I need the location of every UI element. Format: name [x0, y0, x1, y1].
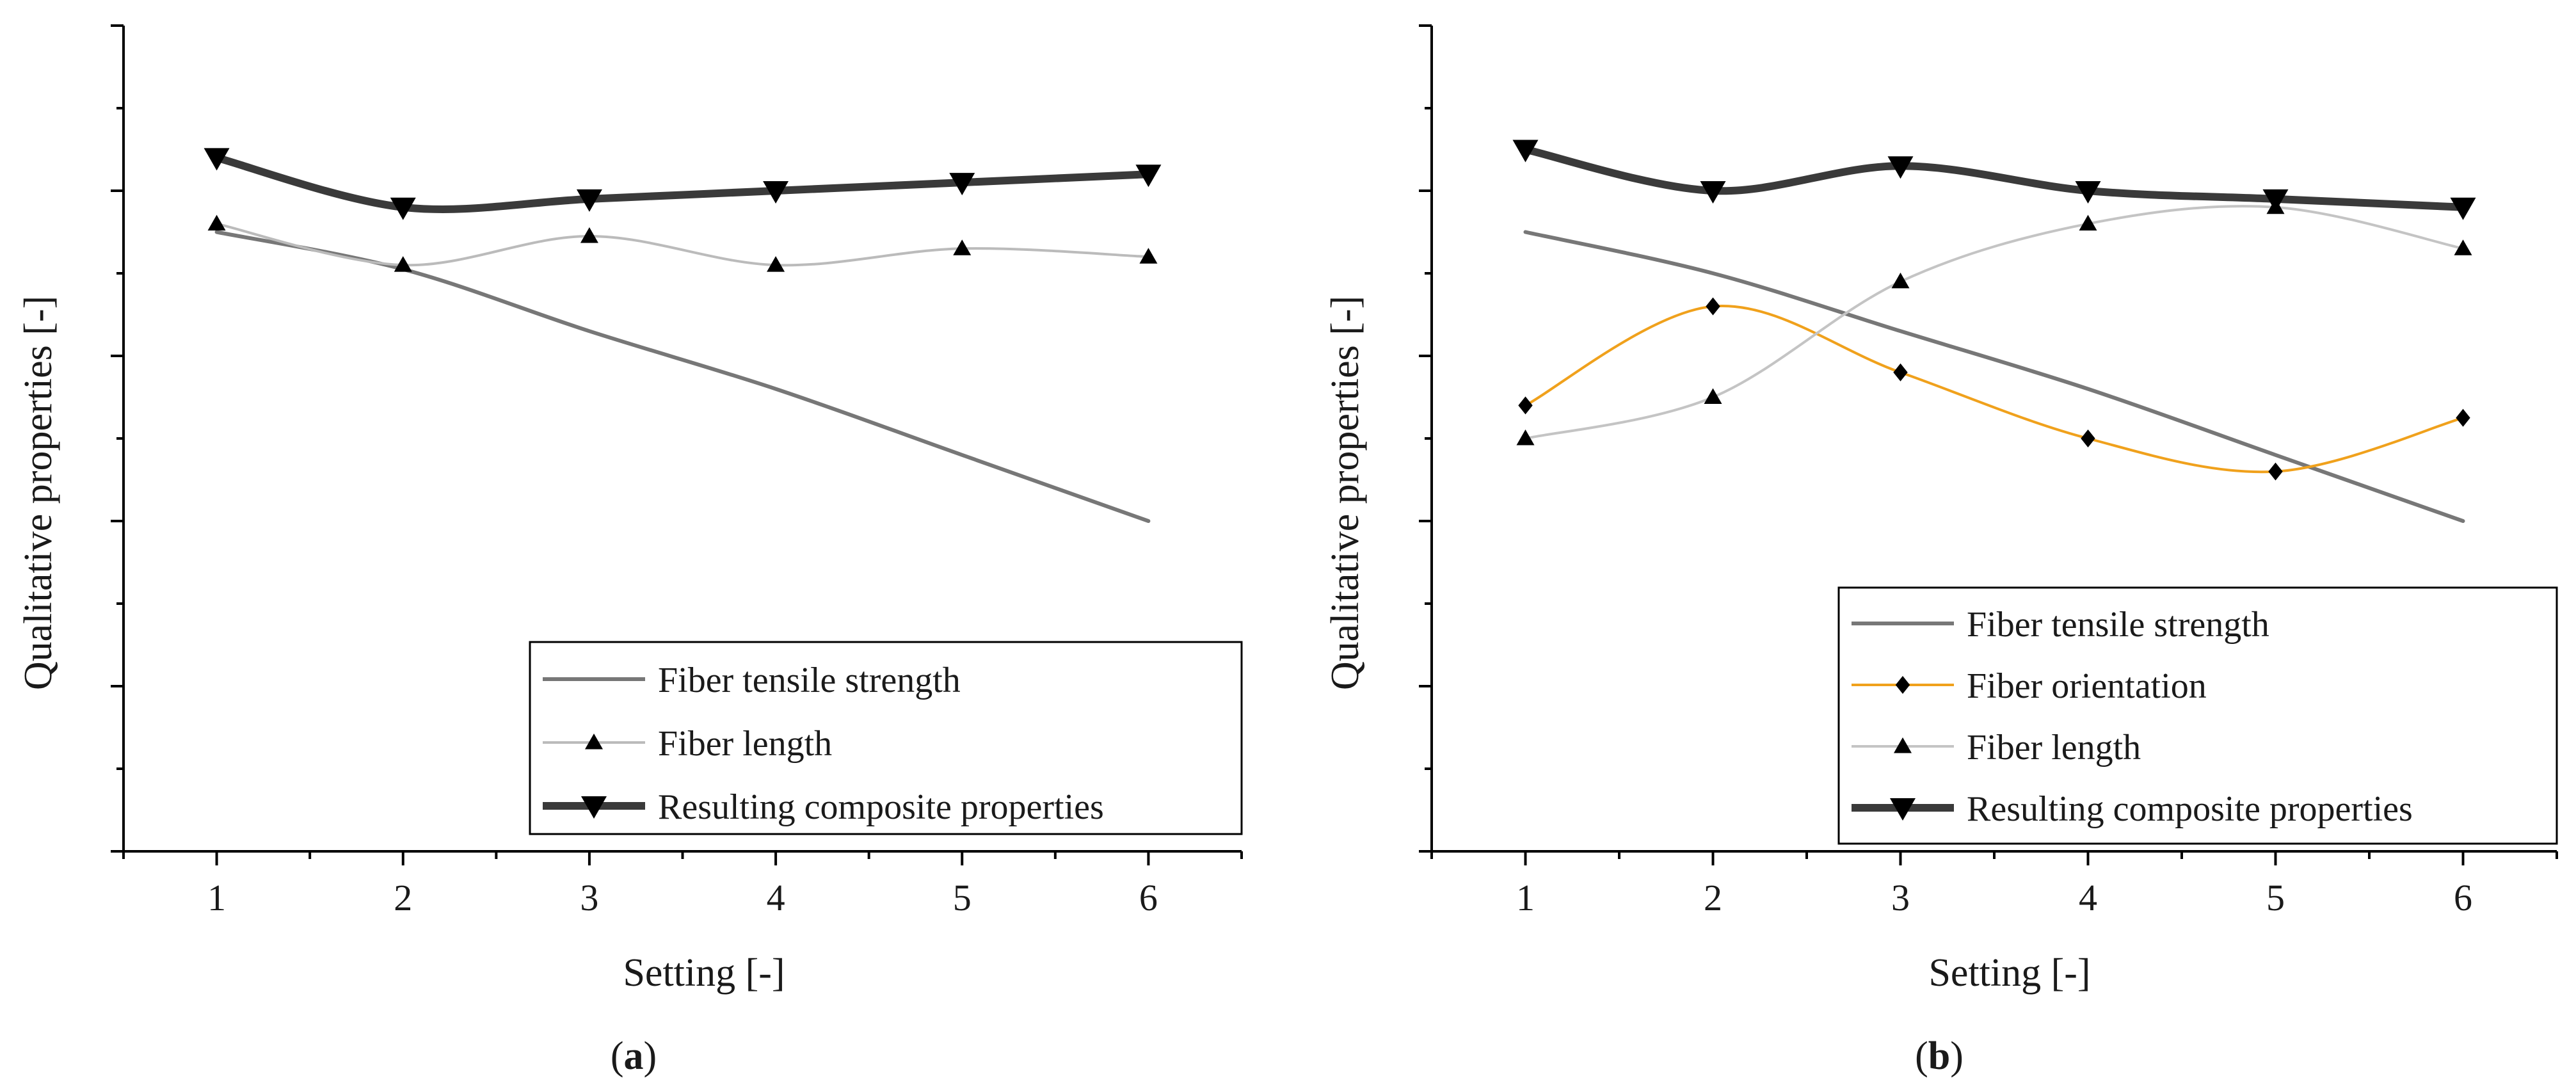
y-axis-label-a: Qualitative properties [-] — [17, 296, 60, 690]
legend-label-fiber-tensile-strength-b: Fiber tensile strength — [1967, 605, 2269, 645]
series-line-resulting-composite-properties-b — [1521, 145, 2467, 211]
panel-a: 1 2 3 4 5 6 Fiber tensile strength Fiber length… — [17, 24, 1243, 1078]
data-point-fiber-orientation-b — [1706, 297, 1720, 316]
x-tick-label-a: 4 — [767, 877, 785, 919]
data-point-resulting-composite-properties-b — [1512, 140, 1539, 163]
legend-label-fiber-tensile-strength-a: Fiber tensile strength — [658, 661, 961, 700]
data-point-fiber-length-b — [2079, 214, 2097, 231]
legend-label-resulting-composite-properties-a: Resulting composite properties — [658, 787, 1104, 827]
data-point-fiber-length-a — [767, 256, 785, 272]
data-point-fiber-orientation-b — [2081, 430, 2095, 447]
legend-marker-resulting-composite-properties-a — [581, 796, 607, 819]
data-point-fiber-orientation-b — [1893, 363, 1908, 381]
data-point-fiber-length-b — [2454, 239, 2472, 255]
data-point-resulting-composite-properties-b — [1887, 156, 1914, 179]
panel-label-part-a: ) — [644, 1034, 657, 1078]
x-tick-label-b: 4 — [2079, 877, 2097, 919]
x-tick-label-b: 5 — [2266, 877, 2285, 919]
plot-area-a: 1 2 3 4 5 6 Fiber tensile strength Fiber length… — [111, 24, 1243, 919]
data-point-fiber-orientation-b — [2456, 408, 2470, 427]
y-axis-label-b: Qualitative properties [-] — [1324, 296, 1367, 690]
legend-marker-fiber-length-a — [585, 734, 603, 750]
panel-label-part-a: a — [624, 1034, 644, 1078]
x-tick-label-b: 2 — [1704, 877, 1722, 919]
series-line-fiber-length-a — [215, 222, 1150, 267]
data-point-fiber-length-b — [1891, 272, 1910, 289]
data-point-fiber-orientation-b — [2268, 462, 2283, 481]
x-tick-label-a: 2 — [394, 877, 412, 919]
data-point-resulting-composite-properties-b — [1700, 181, 1726, 204]
data-point-fiber-length-a — [394, 256, 412, 272]
panel-b: 1 2 3 4 5 6 Fiber tensile strength Fiber orient… — [1324, 24, 2558, 1078]
legend-b: Fiber tensile strength Fiber orientation F… — [1837, 586, 2558, 845]
data-point-resulting-composite-properties-a — [390, 197, 416, 220]
panel-label-part-b: ) — [1950, 1034, 1964, 1078]
data-point-fiber-orientation-b — [1518, 396, 1533, 415]
panel-label-part-b: b — [1928, 1034, 1950, 1078]
legend-box-b — [1837, 586, 2558, 845]
panel-label-part-b: ( — [1915, 1034, 1928, 1078]
panel-label-part-a: ( — [611, 1034, 624, 1078]
data-point-fiber-length-a — [953, 239, 972, 255]
x-tick-label-b: 6 — [2454, 877, 2472, 919]
panel-label-a: (a) — [611, 1034, 657, 1078]
data-point-resulting-composite-properties-b — [2262, 189, 2289, 212]
x-tick-label-a: 3 — [580, 877, 598, 919]
data-point-resulting-composite-properties-a — [1135, 165, 1162, 188]
data-point-resulting-composite-properties-a — [763, 181, 789, 204]
plot-area-b: 1 2 3 4 5 6 Fiber tensile strength Fiber orient… — [1419, 24, 2558, 919]
data-point-fiber-length-a — [207, 214, 226, 231]
data-point-fiber-length-a — [1139, 248, 1158, 264]
legend-box-a — [529, 641, 1243, 835]
data-point-fiber-length-a — [580, 227, 598, 243]
x-axis-label-a: Setting [-] — [623, 951, 785, 995]
legend-label-fiber-length-b: Fiber length — [1967, 728, 2141, 767]
legend-marker-fiber-orientation-b — [1895, 676, 1910, 694]
legend-a: Fiber tensile strength Fiber length Result… — [529, 641, 1243, 835]
legend-label-fiber-length-a: Fiber length — [658, 724, 832, 764]
x-tick-label-b: 3 — [1891, 877, 1910, 919]
legend-label-resulting-composite-properties-b: Resulting composite properties — [1967, 789, 2413, 829]
data-point-resulting-composite-properties-b — [2450, 197, 2476, 220]
series-line-fiber-tensile-strength-b — [1523, 230, 2465, 523]
x-tick-label-a: 6 — [1139, 877, 1158, 919]
x-tick-label-a: 1 — [207, 877, 226, 919]
data-point-fiber-length-b — [1516, 430, 1535, 446]
data-point-resulting-composite-properties-a — [204, 148, 230, 171]
x-tick-label-a: 5 — [953, 877, 972, 919]
legend-marker-fiber-length-b — [1894, 737, 1912, 753]
data-point-resulting-composite-properties-a — [576, 189, 602, 212]
series-line-resulting-composite-properties-a — [212, 154, 1153, 213]
legend-label-fiber-orientation-b: Fiber orientation — [1967, 666, 2207, 706]
data-point-resulting-composite-properties-b — [2075, 181, 2101, 204]
panel-label-b: (b) — [1915, 1034, 1964, 1078]
data-point-resulting-composite-properties-a — [949, 173, 975, 196]
data-point-fiber-length-b — [1704, 388, 1722, 404]
x-tick-label-b: 1 — [1516, 877, 1535, 919]
series-line-fiber-length-b — [1524, 205, 2465, 440]
series-line-fiber-orientation-b — [1524, 304, 2465, 474]
series-line-fiber-tensile-strength-a — [214, 230, 1151, 523]
x-axis-label-b: Setting [-] — [1928, 951, 2090, 995]
legend-marker-resulting-composite-properties-b — [1890, 798, 1916, 821]
